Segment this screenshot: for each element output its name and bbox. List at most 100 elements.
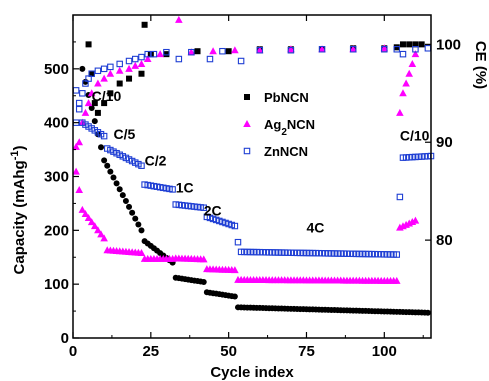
ce-point [408,59,417,67]
capacity-point [169,186,176,193]
capacity-point [132,215,139,222]
ce-point [399,89,407,97]
capacity-point [72,87,80,94]
ce-point [150,50,158,58]
rate-labels: C/10 C/5 C/2 1C 2C 4C C/10 [92,88,430,235]
ce-point [424,45,432,52]
capacity-point [97,230,105,238]
legend-label: PbNCN [264,90,309,105]
ce-point [175,15,183,23]
ce-point [406,41,413,48]
capacity-point [200,279,207,286]
ce-point [138,53,145,61]
ce-point [84,99,93,107]
legend-marker [244,94,250,100]
ce-point [94,67,102,75]
capacity-point [396,193,404,201]
ce-point [81,108,90,116]
ce-point [225,48,232,55]
ce-point [126,75,133,82]
rate-label: C/10 [400,127,430,143]
capacity-point [100,234,108,242]
capacity-point [126,203,133,210]
capacity-point [231,266,239,274]
capacity-point [88,105,95,112]
ce-point [137,59,146,67]
capacity-point [107,168,114,175]
capacity-point [75,185,84,193]
ce-point [187,48,196,56]
left-axis-label: Capacity (mAhg-1) [9,146,28,275]
capacity-point [87,218,96,226]
ce-point [418,41,425,48]
ce-point [116,60,123,68]
x-tick-label: 0 [69,343,77,360]
ce-point [219,47,226,55]
capacity-point [137,248,146,256]
x-tick-label: 50 [220,343,237,360]
ce-point [91,100,98,107]
ce-point [231,46,239,54]
legend-marker [243,120,251,127]
rate-label: 2C [204,202,222,218]
x-axis-ticks: 0 25 50 75 100 [69,15,424,360]
capacity-point [392,276,401,284]
ce-point [380,44,389,52]
ce-point [100,65,108,73]
left-tick-label: 300 [44,169,69,186]
ce-point [412,41,419,48]
capacity-point [113,180,120,187]
ce-point [131,61,140,69]
ce-point [125,57,133,65]
ce-point [116,80,123,87]
left-tick-label: 200 [44,222,69,239]
ce-point [405,69,414,77]
legend-marker [243,147,251,155]
rate-label: 1C [176,180,194,196]
ce-point [143,55,152,63]
right-axis-label: CE (%) [472,41,489,89]
ce-point [287,46,295,54]
x-tick-label: 75 [298,343,315,360]
ce-point [237,57,245,65]
left-tick-label: 500 [44,61,69,78]
capacity-point [110,174,117,181]
rate-label: C/5 [113,126,135,142]
ce-point [163,51,170,58]
capacity-point [129,209,136,216]
ce-point [106,69,115,77]
capacity-point [231,293,238,300]
rate-label: C/2 [145,153,167,169]
ce-point [100,74,108,82]
ce-point [318,46,326,53]
ce-point [88,70,95,77]
capacity-point [79,65,86,72]
capacity-point [393,251,401,258]
capacity-point [116,186,123,193]
right-tick-label: 100 [436,36,461,53]
rate-label: C/10 [92,88,122,104]
capacity-point [78,205,87,213]
capacity-point [100,132,108,140]
ce-point [132,55,139,63]
x-tick-label: 100 [372,343,397,360]
legend: PbNCN Ag2NCN ZnNCN [243,90,315,159]
rate-label: 4C [306,219,324,235]
capacity-point [104,162,111,169]
ce-point [79,90,86,97]
ce-point [144,50,151,58]
ce-point [393,46,401,53]
ce-point [393,44,400,51]
ce-point [94,109,101,116]
ce-point [101,100,108,107]
ce-point [206,55,214,63]
ce-point [255,46,264,54]
ce-point [107,90,114,97]
left-tick-label: 100 [44,276,69,293]
ce-point [107,63,114,71]
ce-point [194,48,201,55]
ce-point [396,108,404,116]
capacity-point [138,227,145,234]
left-axis-ticks: 0 100 200 300 400 500 [44,41,79,347]
